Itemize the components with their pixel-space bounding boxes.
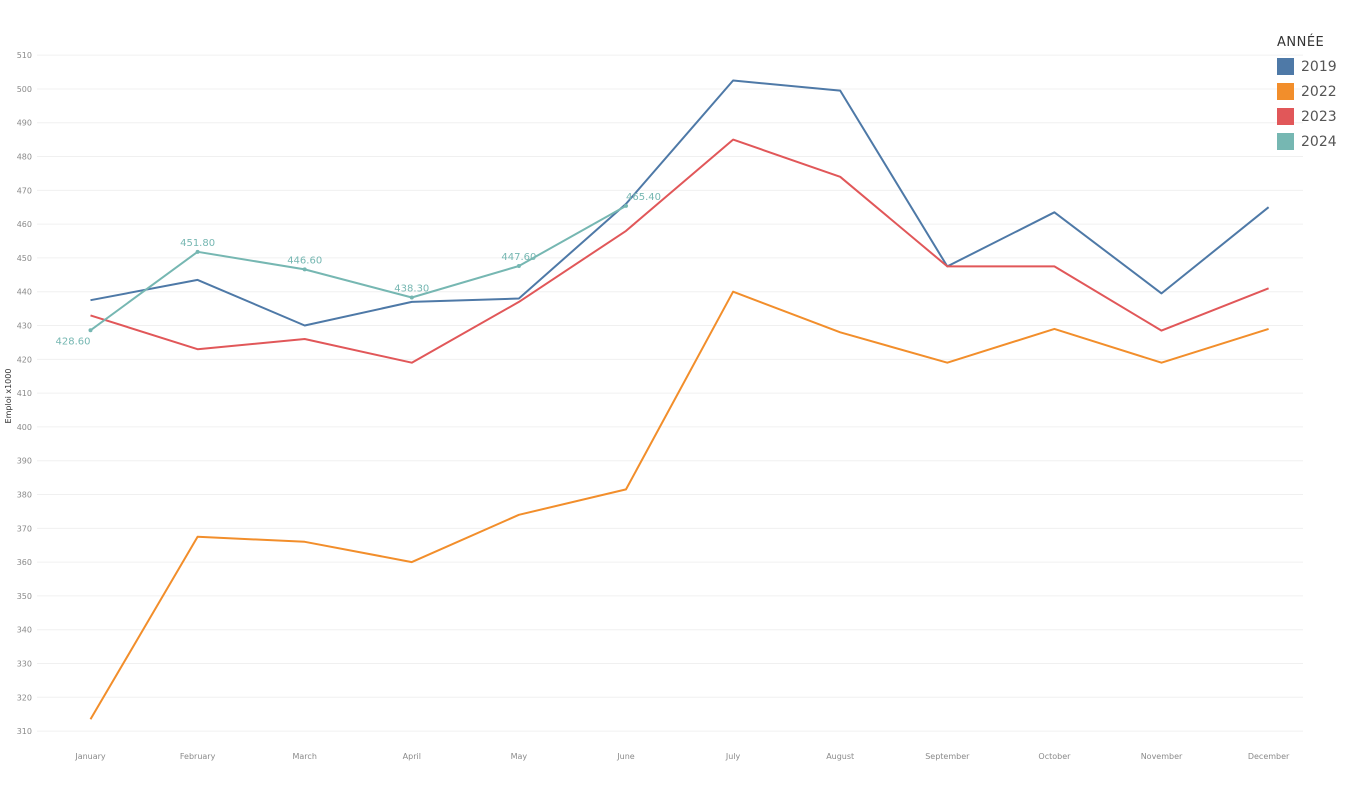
y-tick-label: 460 <box>17 220 32 229</box>
y-axis-ticks: 310 320 330 340 350 360 370 380 390 400 410 420 430 4… <box>17 51 32 736</box>
data-point <box>88 328 93 333</box>
legend-items: 2019 2022 2023 2024 <box>1277 54 1337 154</box>
y-tick-label: 420 <box>17 355 32 364</box>
gridlines <box>37 54 1303 732</box>
x-tick-label: July <box>725 752 741 761</box>
y-tick-label: 330 <box>17 660 32 669</box>
x-tick-label: November <box>1141 752 1183 761</box>
y-tick-label: 400 <box>17 423 32 432</box>
legend-item-2019[interactable]: 2019 <box>1277 54 1337 79</box>
series-lines <box>88 79 1270 720</box>
y-axis-label: Emploi x1000 <box>4 369 13 424</box>
series-line-2022 <box>89 290 1269 720</box>
data-point <box>302 267 307 272</box>
legend-title: ANNÉE <box>1277 35 1325 50</box>
y-tick-label: 430 <box>17 322 32 331</box>
y-tick-label: 340 <box>17 626 32 635</box>
legend: ANNÉE 2019 2022 2023 2024 <box>1277 35 1337 154</box>
y-tick-label: 410 <box>17 389 32 398</box>
y-tick-label: 470 <box>17 186 32 195</box>
y-tick-label: 500 <box>17 85 32 94</box>
data-label: 446.60 <box>287 255 322 266</box>
legend-label: 2019 <box>1301 58 1337 75</box>
legend-swatch <box>1277 133 1294 150</box>
y-tick-label: 350 <box>17 592 32 601</box>
legend-label: 2023 <box>1301 108 1337 125</box>
y-tick-label: 490 <box>17 119 32 128</box>
x-axis-ticks: January February March April May June July Augu… <box>74 752 1290 761</box>
data-labels: 428.60 451.80 446.60 438.30 447.60 465.40 <box>56 192 662 347</box>
data-label: 465.40 <box>626 192 661 203</box>
x-tick-label: May <box>511 752 528 761</box>
y-tick-label: 510 <box>17 51 32 60</box>
y-tick-label: 370 <box>17 524 32 533</box>
y-tick-label: 450 <box>17 254 32 263</box>
x-tick-label: March <box>293 752 317 761</box>
data-point <box>624 203 628 208</box>
x-tick-label: September <box>925 752 970 761</box>
y-tick-label: 390 <box>17 457 32 466</box>
data-label: 447.60 <box>501 252 536 263</box>
legend-item-2024[interactable]: 2024 <box>1277 129 1337 154</box>
data-point <box>409 295 414 300</box>
data-point <box>195 249 200 254</box>
y-tick-label: 440 <box>17 288 32 297</box>
series-line-2019 <box>90 79 1270 327</box>
legend-swatch <box>1277 58 1294 75</box>
x-tick-label: February <box>180 752 216 761</box>
legend-item-2022[interactable]: 2022 <box>1277 79 1337 104</box>
series-line-2024 <box>89 205 627 332</box>
legend-label: 2022 <box>1301 83 1337 100</box>
x-tick-label: January <box>74 752 106 761</box>
data-label: 451.80 <box>180 238 215 249</box>
legend-swatch <box>1277 108 1294 125</box>
x-tick-label: December <box>1248 752 1290 761</box>
data-label: 428.60 <box>56 336 91 347</box>
legend-item-2023[interactable]: 2023 <box>1277 104 1337 129</box>
x-tick-label: August <box>826 752 854 761</box>
series-line-2023 <box>90 138 1269 364</box>
y-tick-label: 310 <box>17 727 32 736</box>
y-tick-label: 380 <box>17 491 32 500</box>
x-tick-label: October <box>1038 752 1071 761</box>
data-point <box>516 264 521 269</box>
data-label: 438.30 <box>394 283 429 294</box>
legend-swatch <box>1277 83 1294 100</box>
legend-label: 2024 <box>1301 133 1337 150</box>
x-tick-label: June <box>616 752 635 761</box>
y-tick-label: 360 <box>17 558 32 567</box>
x-tick-label: April <box>403 752 421 761</box>
y-tick-label: 320 <box>17 693 32 702</box>
y-tick-label: 480 <box>17 153 32 162</box>
